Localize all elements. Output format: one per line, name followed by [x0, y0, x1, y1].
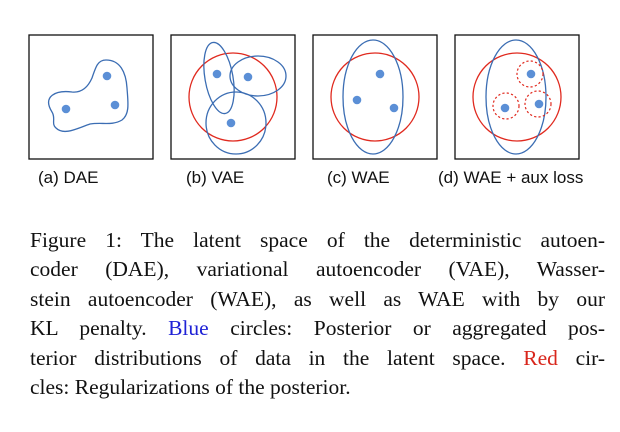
posterior-ellipse [203, 41, 235, 115]
aux-regularization-circle [524, 90, 552, 118]
panel-frame [28, 34, 154, 160]
data-point [102, 71, 112, 81]
data-point [212, 69, 222, 79]
aux-regularization-circle [492, 92, 520, 120]
panel-frame [312, 34, 438, 160]
data-point [375, 69, 385, 79]
data-point [500, 103, 510, 113]
data-point [526, 69, 536, 79]
panel-frame [454, 34, 580, 160]
data-point [534, 99, 544, 109]
panel-vae [170, 34, 296, 160]
blue-keyword: Blue [168, 316, 209, 341]
caption-line: coder (DAE), variational autoencoder (VA… [30, 257, 605, 282]
panel-label-wae-aux-loss: (d) WAE + aux loss [438, 168, 584, 187]
data-point [389, 103, 399, 113]
caption-line: stein autoencoder (WAE), as well as WAE … [30, 286, 605, 311]
posterior-ellipse [205, 91, 267, 155]
caption-line: Figure 1: The latent space of the determ… [30, 228, 605, 252]
regularization-circle [472, 52, 562, 142]
panel-label-vae: (b) VAE [186, 168, 245, 187]
regularization-circle [188, 52, 278, 142]
panel-dae [28, 34, 154, 160]
caption-text: terior distributions of data in the late… [30, 345, 506, 370]
caption-text: circles: Posterior or aggregated pos- [230, 316, 606, 341]
panel-frame [170, 34, 296, 160]
panel-label-wae: (c) WAE [327, 168, 390, 187]
figure-caption: Figure 1: The latent space of the determ… [30, 226, 605, 402]
panel-wae-aux-loss [454, 34, 580, 160]
red-keyword: Red [523, 345, 558, 370]
data-point [243, 72, 253, 82]
data-point [110, 100, 120, 110]
caption-line: KL penalty. Blue circles: Posterior or a… [30, 314, 605, 343]
aux-regularization-circle [516, 60, 544, 88]
data-point [61, 104, 71, 114]
figure-1 [28, 34, 580, 160]
data-point [226, 118, 236, 128]
posterior-ellipse [485, 39, 547, 155]
caption-line: terior distributions of data in the late… [30, 344, 605, 373]
caption-text: KL penalty. [30, 316, 147, 341]
posterior-ellipse [342, 39, 404, 155]
panel-wae [312, 34, 438, 160]
posterior-ellipse [229, 55, 287, 97]
caption-line: cles: Regularizations of the posterior. [30, 375, 351, 400]
data-point [352, 95, 362, 105]
regularization-circle [330, 52, 420, 142]
panel-label-dae: (a) DAE [38, 168, 99, 187]
dae-latent-region [48, 59, 129, 132]
caption-text: cir- [575, 345, 606, 370]
